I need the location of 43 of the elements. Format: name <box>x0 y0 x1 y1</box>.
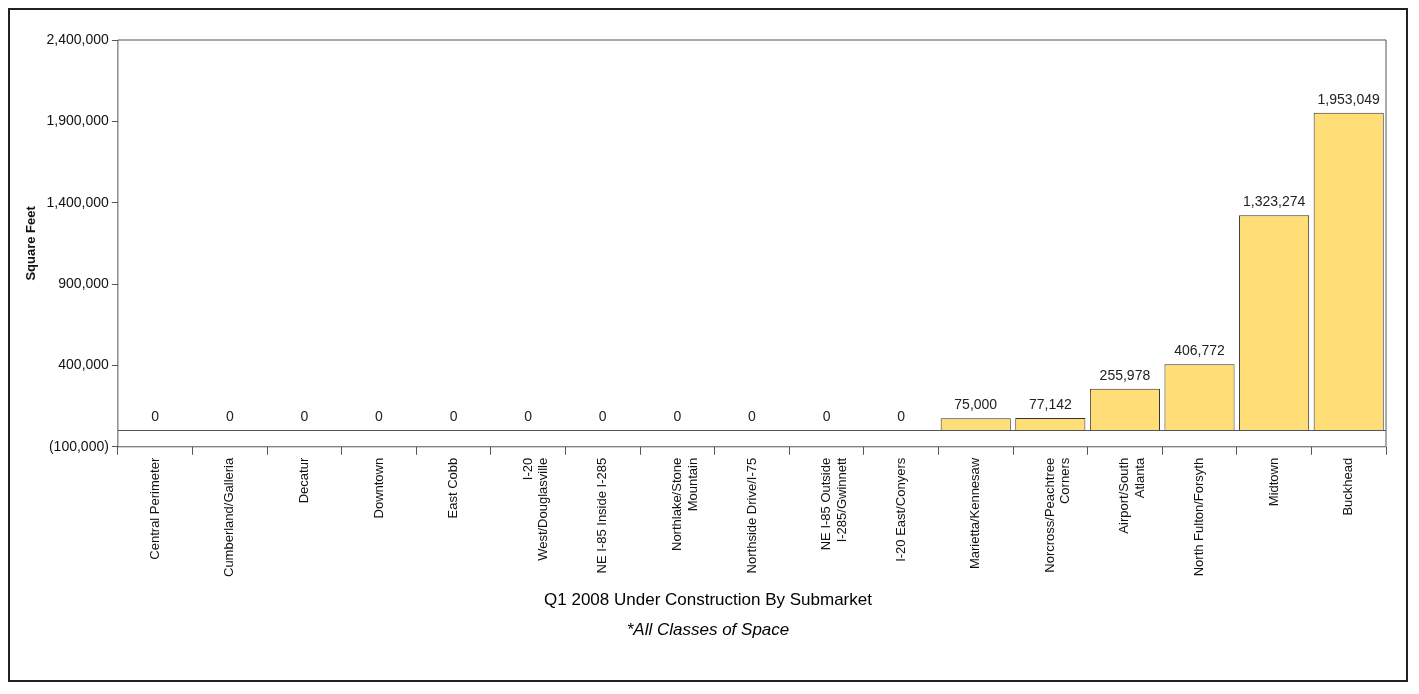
x-tick-label: I-20 East/Conyers <box>892 457 908 562</box>
y-tick-label: 1,400,000 <box>46 193 110 210</box>
x-tick-label: Cumberland/Galleria <box>221 457 237 578</box>
data-label: 406,772 <box>1174 342 1226 359</box>
data-label: 77,142 <box>1028 395 1072 412</box>
data-label: 1,953,049 <box>1317 90 1381 107</box>
data-label: 0 <box>897 408 906 425</box>
data-label: 0 <box>375 408 384 425</box>
data-label: 0 <box>598 408 607 425</box>
x-tick-label: Northlake/Stone Mountain <box>668 457 700 552</box>
text: *All Classes of Space <box>625 620 791 640</box>
y-tick-label: 2,400,000 <box>46 30 110 47</box>
x-tick-label: NE I-85 Inside I-285 <box>594 457 610 574</box>
y-axis-title: Square Feet <box>23 205 39 281</box>
y-tick-label: 1,900,000 <box>46 112 110 129</box>
y-tick-label: 400,000 <box>58 356 110 373</box>
x-tick-label: Decatur <box>295 457 311 504</box>
data-label: 255,978 <box>1099 366 1151 383</box>
x-tick-label: Buckhead <box>1340 457 1356 516</box>
data-label: 0 <box>524 408 533 425</box>
x-tick-label: East Cobb <box>445 457 461 519</box>
text: Q1 2008 Under Construction By Submarket <box>543 590 873 610</box>
y-tick-label: 900,000 <box>58 274 110 291</box>
data-label: 0 <box>822 408 831 425</box>
x-tick-label: North Fulton/Forsyth <box>1191 457 1207 577</box>
x-tick-label: NE I-85 Outside I-285/Gwinnett <box>818 457 849 551</box>
data-label: 0 <box>748 408 757 425</box>
x-tick-label: Midtown <box>1265 457 1281 507</box>
data-label: 1,323,274 <box>1242 193 1306 210</box>
data-label: 0 <box>673 408 682 425</box>
x-tick-label: Central Perimeter <box>146 457 162 560</box>
x-tick-label: Marietta/Kennesaw <box>967 457 983 570</box>
data-label: 0 <box>449 408 458 425</box>
x-tick-label: I-20 West/Douglasville <box>519 457 551 561</box>
data-label: 0 <box>225 408 234 425</box>
x-tick-label: Northside Drive/I-75 <box>743 457 759 574</box>
data-label: 0 <box>300 408 309 425</box>
data-label: 0 <box>151 408 160 425</box>
data-label: 75,000 <box>954 396 998 413</box>
x-tick-label: Norcross/Peachtree Corners <box>1041 457 1073 573</box>
x-tick-label: Downtown <box>370 457 386 519</box>
x-tick-label: Airport/South Atlanta <box>1116 457 1148 534</box>
y-tick-label: (100,000) <box>48 437 109 454</box>
